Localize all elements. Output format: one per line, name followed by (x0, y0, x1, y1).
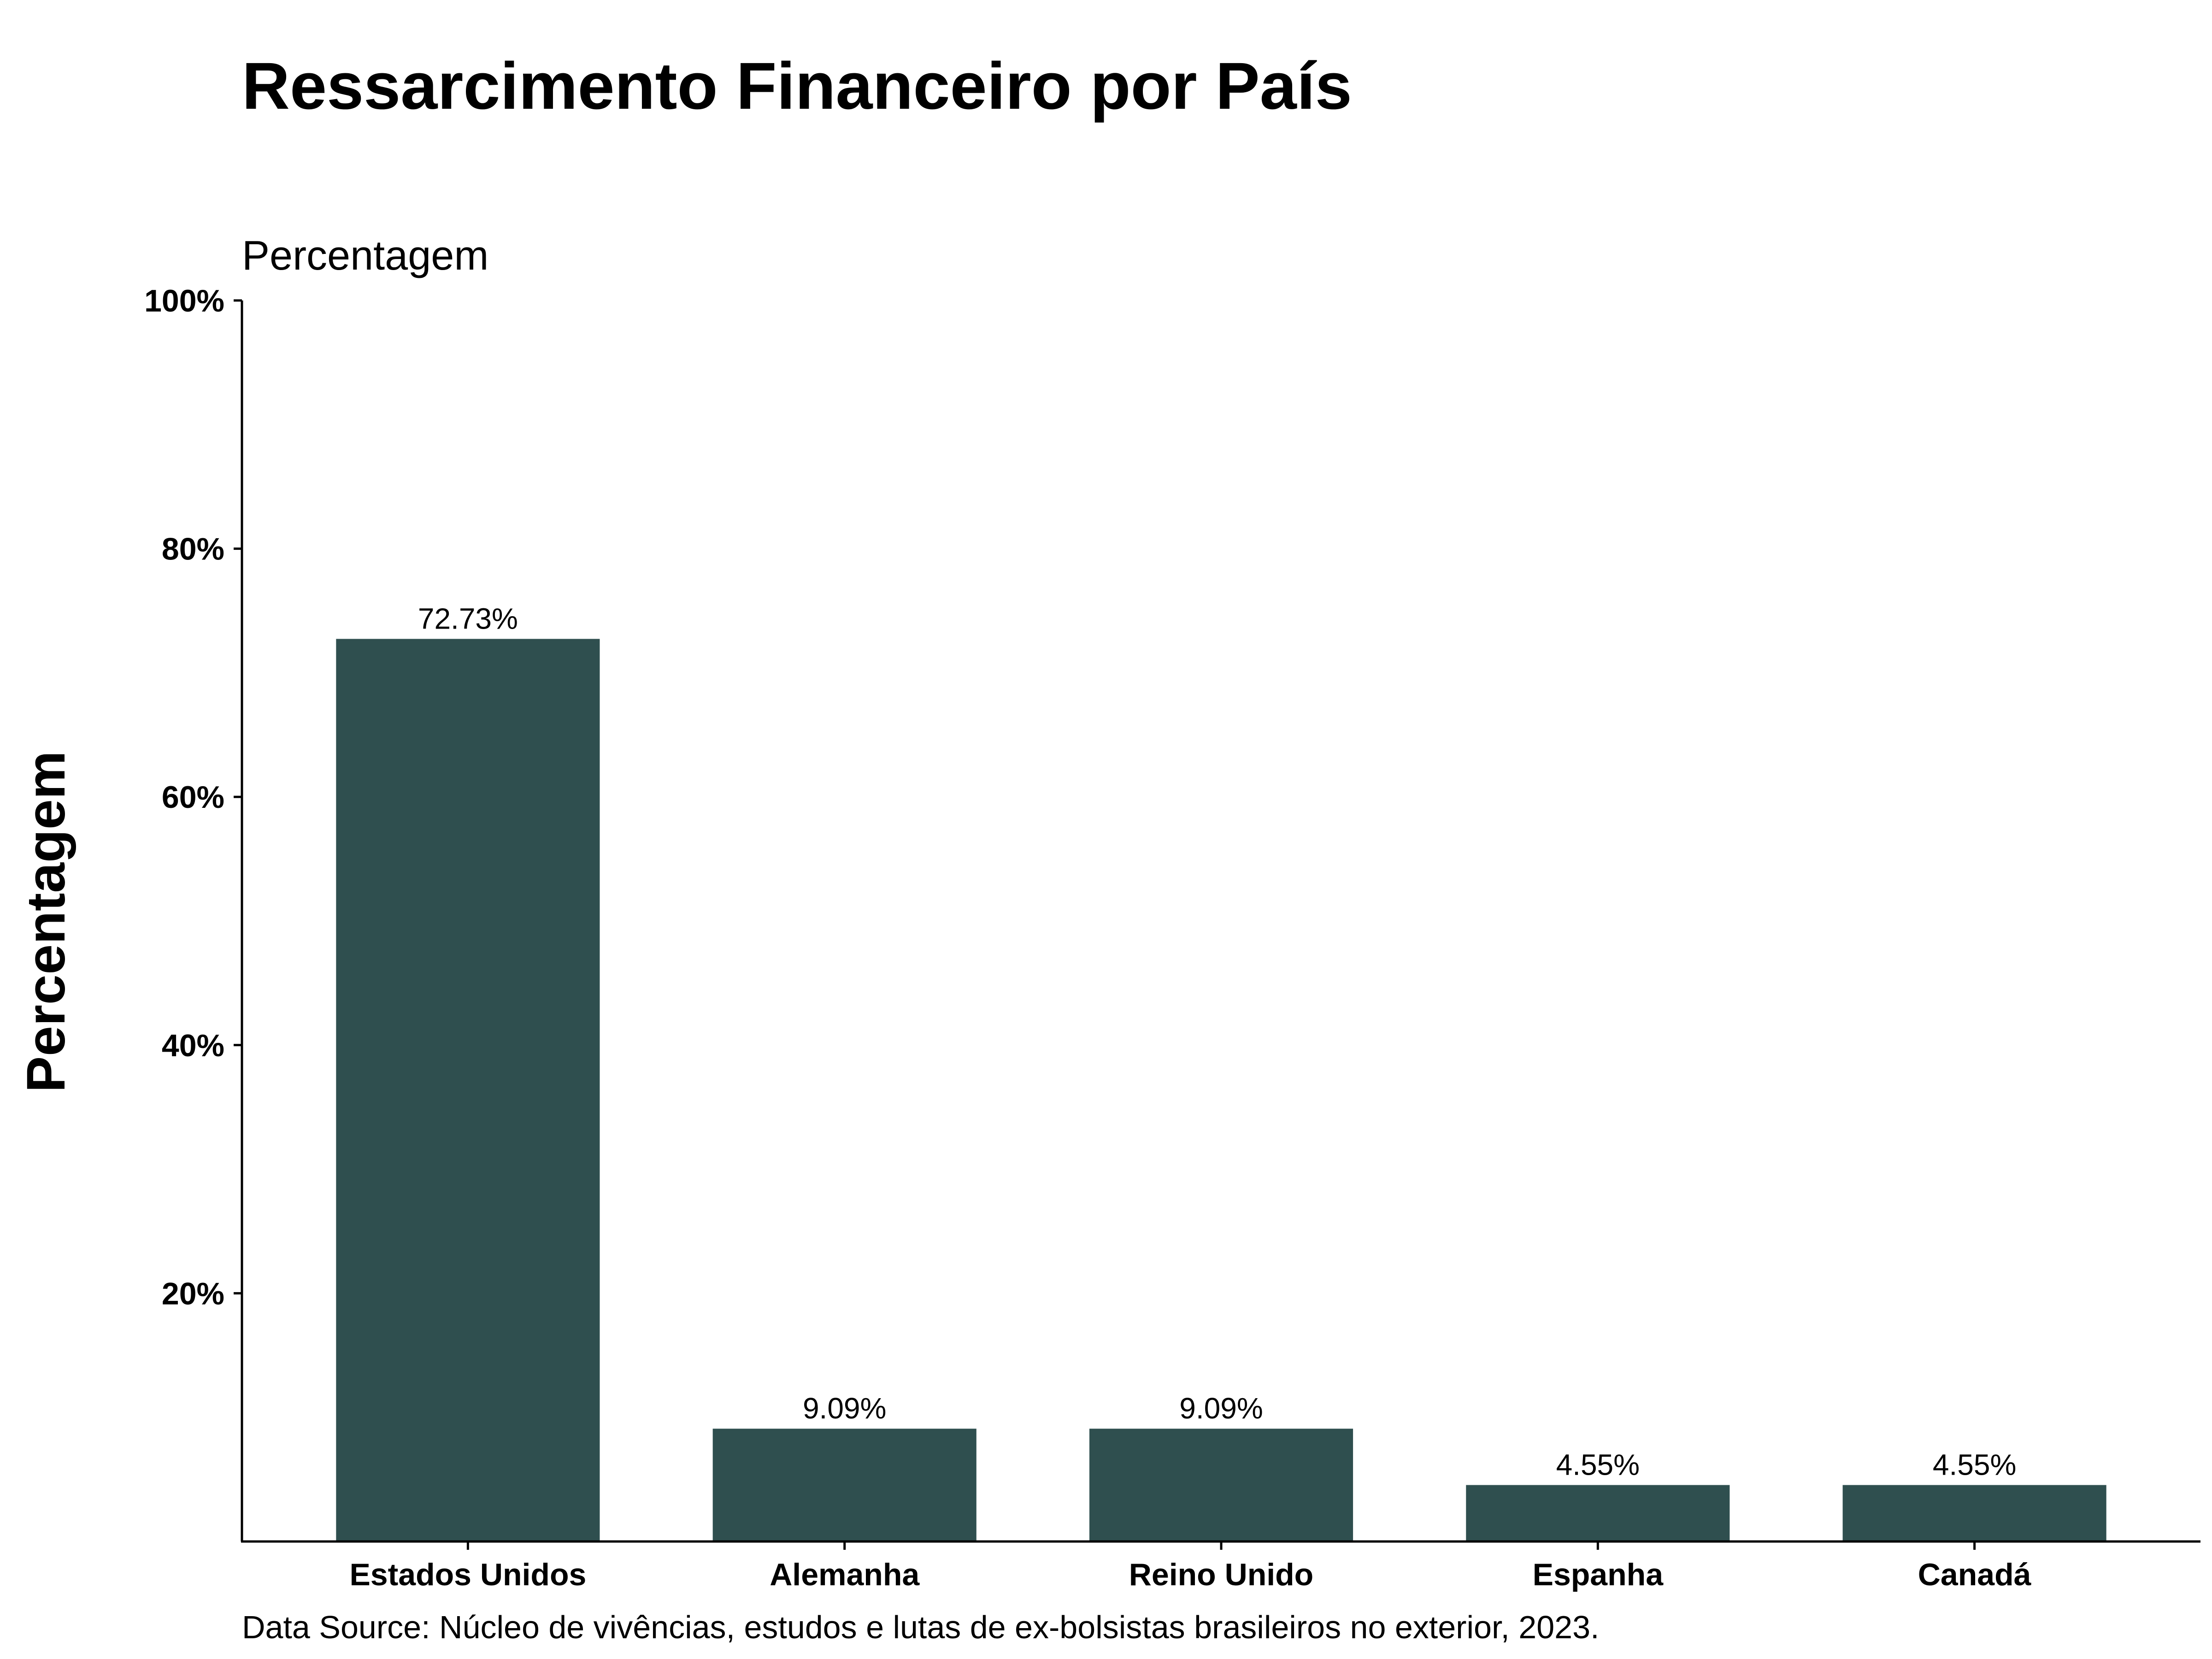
x-tick-label: Canadá (1918, 1557, 2031, 1592)
y-axis-title: Percentagem (16, 751, 76, 1092)
bar (1466, 1485, 1730, 1541)
chart-subtitle: Percentagem (242, 233, 488, 279)
data-source-caption: Data Source: Núcleo de vivências, estudo… (242, 1609, 1599, 1645)
bar-value-label: 9.09% (1179, 1392, 1263, 1425)
x-tick-label: Espanha (1533, 1557, 1664, 1592)
bar-value-label: 4.55% (1556, 1448, 1640, 1481)
bar-value-label: 4.55% (1933, 1448, 2016, 1481)
plot-area: 20% 40% 60% 80% 100% 72.73% Estados Unidos 9.09… (144, 283, 2106, 1592)
y-tick-label: 100% (144, 283, 224, 318)
bar (1089, 1429, 1353, 1541)
bar (712, 1429, 977, 1541)
bar-value-label: 72.73% (418, 602, 518, 635)
x-tick-label: Alemanha (770, 1557, 920, 1592)
chart-title: Ressarcimento Financeiro por País (242, 49, 1352, 123)
y-tick-label: 60% (162, 780, 224, 815)
bar (1842, 1485, 2106, 1541)
bar-value-label: 9.09% (803, 1392, 886, 1425)
x-tick-label: Reino Unido (1129, 1557, 1313, 1592)
y-tick-label: 80% (162, 532, 224, 567)
y-tick-label: 20% (162, 1276, 224, 1311)
y-tick-label: 40% (162, 1028, 224, 1063)
bar (336, 639, 600, 1541)
x-tick-label: Estados Unidos (349, 1557, 586, 1592)
